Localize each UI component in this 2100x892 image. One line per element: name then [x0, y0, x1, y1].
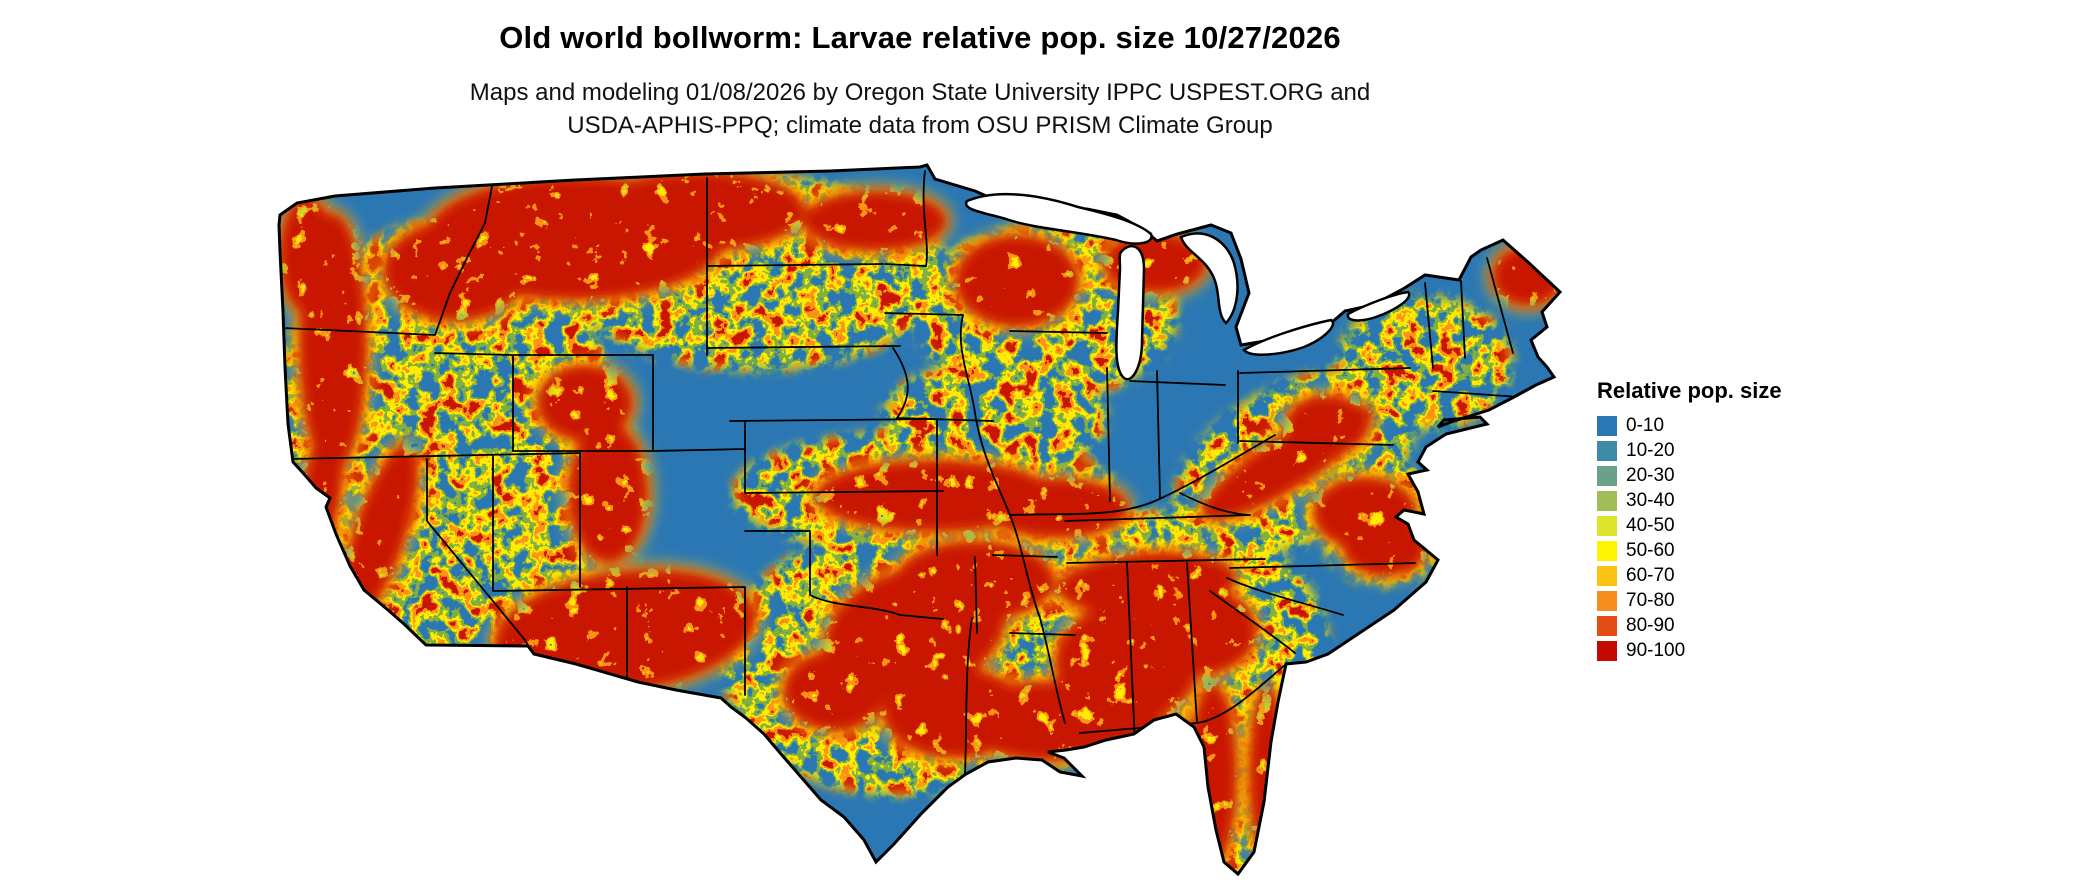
great-lakes — [964, 192, 1411, 381]
subtitle-line-1: Maps and modeling 01/08/2026 by Oregon S… — [469, 79, 1371, 106]
legend-label: 80-90 — [1626, 615, 1675, 636]
legend-swatch — [1597, 566, 1617, 586]
subtitle-line-2: USDA-APHIS-PPQ; climate data from OSU PR… — [567, 112, 1273, 139]
legend-title: Relative pop. size — [1597, 378, 1782, 403]
legend-label: 70-80 — [1626, 590, 1675, 611]
legend-swatch — [1597, 466, 1617, 486]
us-population-map — [275, 163, 1575, 892]
legend-label: 0-10 — [1626, 415, 1665, 436]
legend-item: 80-90 — [1597, 616, 1837, 636]
legend-item: 10-20 — [1597, 441, 1837, 461]
legend-item: 90-100 — [1597, 641, 1837, 661]
legend-label: 20-30 — [1626, 465, 1675, 486]
legend-item: 70-80 — [1597, 591, 1837, 611]
legend-item: 0-10 — [1597, 416, 1837, 436]
lake-erie — [1242, 318, 1335, 356]
legend-item: 20-30 — [1597, 466, 1837, 486]
legend-label: 40-50 — [1626, 515, 1675, 536]
legend-label: 60-70 — [1626, 565, 1675, 586]
us-map-svg — [277, 163, 1562, 876]
legend-swatch — [1597, 441, 1617, 461]
lake-michigan — [1115, 244, 1146, 381]
legend-label: 50-60 — [1626, 540, 1675, 561]
figure-subtitle: Maps and modeling 01/08/2026 by Oregon S… — [265, 76, 1575, 142]
legend-swatch — [1597, 641, 1617, 661]
legend-swatch — [1597, 616, 1617, 636]
lake-huron — [1179, 232, 1239, 325]
raster-layers — [279, 165, 1560, 874]
legend-item: 50-60 — [1597, 541, 1837, 561]
legend-label: 30-40 — [1626, 490, 1675, 511]
legend: Relative pop. size 0-10 10-20 20-30 30-4… — [1597, 378, 1837, 666]
legend-swatch — [1597, 491, 1617, 511]
legend-swatch — [1597, 541, 1617, 561]
legend-item: 30-40 — [1597, 491, 1837, 511]
legend-item: 60-70 — [1597, 566, 1837, 586]
legend-swatch — [1597, 516, 1617, 536]
page-title: Old world bollworm: Larvae relative pop.… — [499, 20, 1341, 55]
legend-item: 40-50 — [1597, 516, 1837, 536]
lake-superior — [964, 192, 1153, 245]
legend-label: 90-100 — [1626, 640, 1686, 661]
state-borders — [282, 170, 1521, 774]
legend-swatch — [1597, 416, 1617, 436]
legend-swatch — [1597, 591, 1617, 611]
legend-label: 10-20 — [1626, 440, 1675, 461]
lake-ontario — [1346, 290, 1411, 322]
